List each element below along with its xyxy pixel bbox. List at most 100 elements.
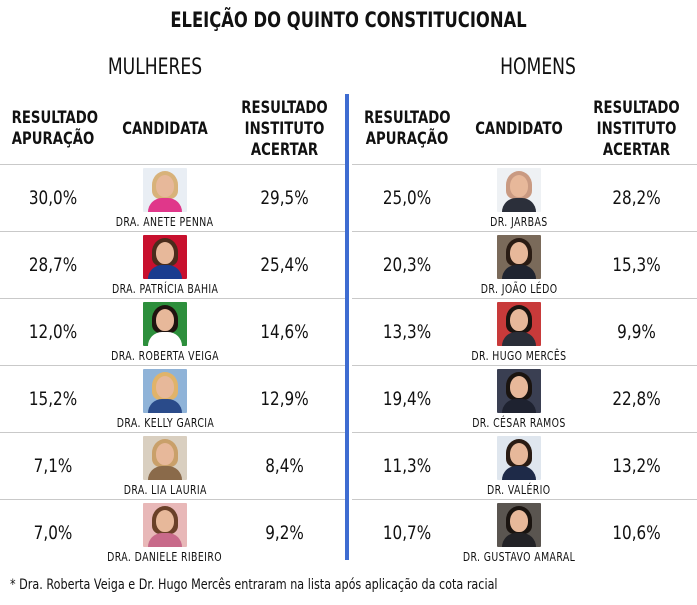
institute-result-value: 28,2% [612,187,661,209]
candidate-name: DRA. KELLY GARCIA [116,416,214,430]
candidate-cell: DR. VALÉRIO [462,433,576,499]
candidate-cell: DRA. KELLY GARCIA [106,366,224,432]
header-line: RESULTADO [593,97,680,118]
photo-face [510,443,528,465]
candidate-photo [497,302,541,346]
candidate-name: DRA. ANETE PENNA [116,215,214,229]
candidate-name: DRA. ROBERTA VEIGA [111,349,219,363]
footnote: * Dra. Roberta Veiga e Dr. Hugo Mercês e… [10,577,498,593]
page-title: ELEIÇÃO DO QUINTO CONSTITUCIONAL [170,8,527,32]
institute-result-value: 15,3% [612,254,661,276]
men-table-header: RESULTADO APURAÇÃO CANDIDATO RESULTADO I… [352,94,697,165]
header-line: CANDIDATA [122,118,208,139]
candidate-cell: DR. HUGO MERCÊS [462,299,576,365]
result-count-value: 7,0% [33,522,73,544]
candidate-photo [497,168,541,212]
photo-body [148,198,182,212]
institute-result-value: 8,4% [265,455,304,477]
header-line: CANDIDATO [475,118,563,139]
institute-result-value: 22,8% [612,388,661,410]
candidate-cell: DR. CÉSAR RAMOS [462,366,576,432]
header-result-count: RESULTADO APURAÇÃO [12,108,98,150]
photo-face [510,510,528,532]
result-count-value: 7,1% [33,455,73,477]
section-divider [345,94,349,560]
result-count-value: 19,4% [382,388,432,410]
candidate-photo [497,369,541,413]
table-row: 13,3% DR. HUGO MERCÊS 9,9% [352,299,697,366]
photo-body [148,466,182,480]
result-count-value: 30,0% [28,187,78,209]
candidate-name: DR. VALÉRIO [487,483,551,497]
institute-result-value: 25,4% [260,254,309,276]
candidate-photo [143,235,187,279]
table-row: 7,0% DRA. DANIELE RIBEIRO 9,2% [0,500,345,566]
photo-body [148,399,182,413]
header-candidate: CANDIDATO [475,119,564,140]
men-section-label: HOMENS [500,55,576,80]
header-line: APURAÇÃO [365,129,449,149]
photo-face [510,309,528,331]
candidate-cell: DRA. ROBERTA VEIGA [106,299,224,365]
men-rows: 25,0% DR. JARBAS 28,2% 20,3% DR. JOÃO LÉDO 15… [352,165,697,566]
photo-face [510,175,528,197]
candidate-name: DR. HUGO MERCÊS [471,349,567,363]
candidate-photo [143,436,187,480]
candidate-cell: DR. JOÃO LÉDO [462,232,576,298]
institute-result-value: 12,9% [260,388,309,410]
photo-body [148,533,182,547]
table-row: 7,1% DRA. LIA LAURIA 8,4% [0,433,345,500]
header-line: ACERTAR [602,139,671,160]
result-count-value: 15,2% [28,388,78,410]
photo-face [510,242,528,264]
table-row: 28,7% DRA. PATRÍCIA BAHIA 25,4% [0,232,345,299]
candidate-photo [497,235,541,279]
table-row: 25,0% DR. JARBAS 28,2% [352,165,697,232]
candidate-name: DR. CÉSAR RAMOS [472,416,566,430]
institute-result-value: 10,6% [612,522,661,544]
table-row: 12,0% DRA. ROBERTA VEIGA 14,6% [0,299,345,366]
candidate-cell: DRA. LIA LAURIA [106,433,224,499]
women-table: RESULTADO APURAÇÃO CANDIDATA RESULTADO I… [0,94,345,566]
result-count-value: 25,0% [382,187,432,209]
candidate-name: DR. GUSTAVO AMARAL [462,550,576,564]
result-count-value: 13,3% [382,321,432,343]
header-institute-result: RESULTADO INSTITUTO ACERTAR [237,98,331,161]
men-table: RESULTADO APURAÇÃO CANDIDATO RESULTADO I… [352,94,697,566]
candidate-cell: DR. GUSTAVO AMARAL [462,500,576,566]
women-rows: 30,0% DRA. ANETE PENNA 29,5% 28,7% DRA. PATR… [0,165,345,566]
institute-result-value: 9,9% [617,321,656,343]
header-institute-result: RESULTADO INSTITUTO ACERTAR [589,98,683,161]
photo-body [502,265,536,279]
candidate-photo [497,503,541,547]
candidate-photo [143,168,187,212]
candidate-cell: DR. JARBAS [462,165,576,231]
institute-result-value: 13,2% [612,455,661,477]
header-result-count: RESULTADO APURAÇÃO [364,108,450,150]
candidate-cell: DRA. ANETE PENNA [106,165,224,231]
candidate-name: DRA. LIA LAURIA [123,483,207,497]
header-candidate: CANDIDATA [119,119,211,140]
candidate-cell: DRA. PATRÍCIA BAHIA [106,232,224,298]
candidate-name: DRA. DANIELE RIBEIRO [107,550,223,564]
candidate-photo [143,369,187,413]
photo-body [502,198,536,212]
photo-face [156,242,174,264]
candidate-photo [143,302,187,346]
institute-result-value: 29,5% [260,187,309,209]
candidate-photo [143,503,187,547]
table-row: 15,2% DRA. KELLY GARCIA 12,9% [0,366,345,433]
header-line: INSTITUTO [244,118,325,139]
photo-body [502,332,536,346]
photo-body [502,466,536,480]
result-count-value: 20,3% [382,254,432,276]
candidate-name: DR. JARBAS [490,215,548,229]
candidate-cell: DRA. DANIELE RIBEIRO [106,500,224,566]
header-line: RESULTADO [241,97,328,118]
institute-result-value: 9,2% [265,522,304,544]
table-row: 19,4% DR. CÉSAR RAMOS 22,8% [352,366,697,433]
photo-body [502,533,536,547]
photo-body [148,332,182,346]
photo-face [156,376,174,398]
candidate-photo [497,436,541,480]
